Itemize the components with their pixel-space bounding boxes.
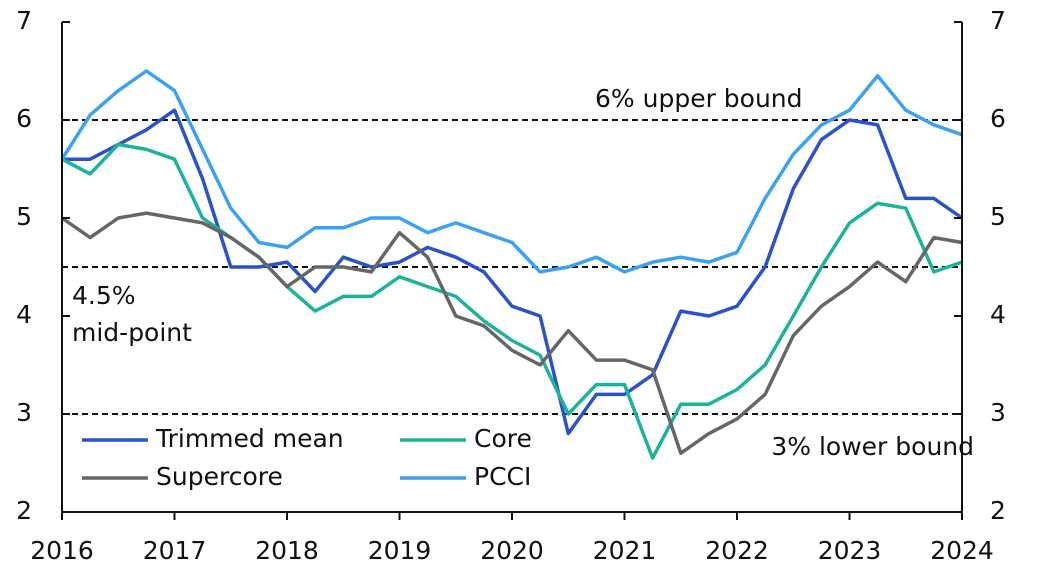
series-line — [60, 69, 963, 274]
reference-label: 4.5% — [72, 281, 136, 310]
y2-tick-label: 7 — [990, 6, 1006, 35]
y2-tick-label: 6 — [990, 104, 1006, 133]
x-tick-label: 2016 — [30, 536, 94, 565]
series-line — [61, 142, 963, 460]
y-tick-label: 4 — [16, 300, 32, 329]
x-tick-label: 2018 — [255, 536, 319, 565]
x-tick-label: 2022 — [705, 536, 769, 565]
legend-label: Trimmed mean — [155, 424, 344, 453]
legend-label: Supercore — [156, 462, 283, 491]
y2-tick-label: 4 — [990, 300, 1006, 329]
legend-label: Core — [474, 424, 532, 453]
y-tick-label: 2 — [16, 496, 32, 525]
y-tick-label: 3 — [16, 398, 32, 427]
x-tick-label: 2019 — [368, 536, 432, 565]
y-tick-label: 6 — [16, 104, 32, 133]
y2-tick-label: 5 — [990, 202, 1006, 231]
x-tick-label: 2021 — [593, 536, 657, 565]
x-tick-label: 2023 — [818, 536, 882, 565]
x-tick-label: 2017 — [143, 536, 207, 565]
series-line — [60, 211, 963, 455]
x-tick-label: 2020 — [480, 536, 544, 565]
y2-tick-label: 2 — [990, 496, 1006, 525]
y-tick-label: 7 — [16, 6, 32, 35]
x-tick-label: 2024 — [930, 536, 994, 565]
reference-label: 3% lower bound — [771, 432, 974, 461]
series-line — [62, 108, 964, 436]
legend-label: PCCI — [474, 462, 531, 491]
reference-label: 6% upper bound — [595, 84, 803, 113]
reference-label: mid-point — [72, 318, 192, 347]
y2-tick-label: 3 — [990, 398, 1006, 427]
y-tick-label: 5 — [16, 202, 32, 231]
